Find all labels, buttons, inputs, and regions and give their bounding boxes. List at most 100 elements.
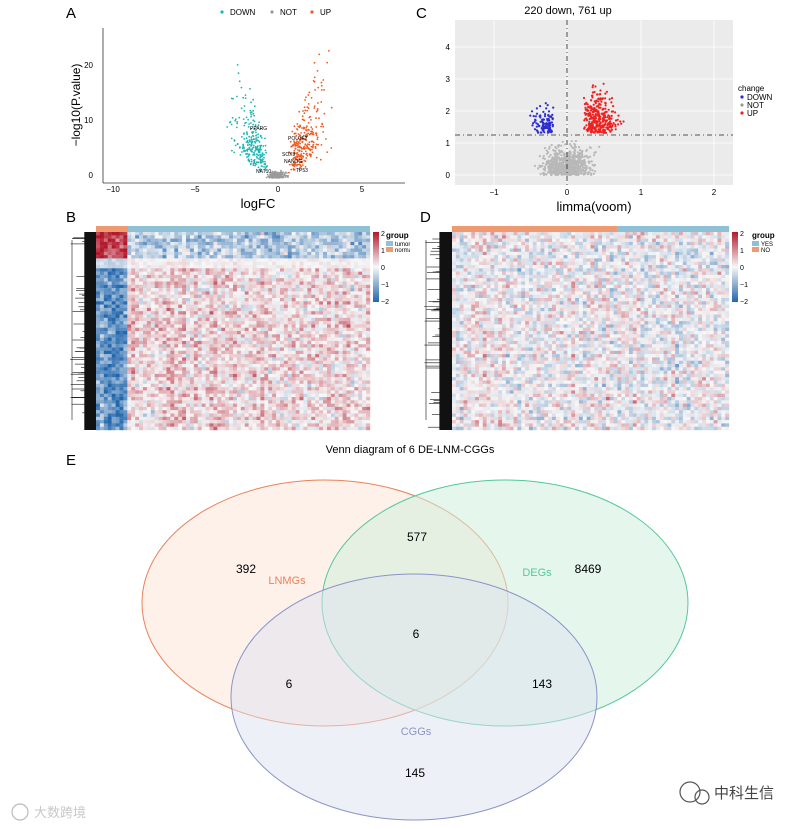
volcano-point [241,136,243,138]
volcano-point [311,145,314,148]
heatmap-cell [346,321,351,325]
heatmap-cell [174,274,179,279]
heatmap-cell [201,284,206,289]
heatmap-cell [291,235,296,239]
heatmap-cell [346,255,351,259]
heatmap-cell [311,311,316,315]
heatmap-cell [299,367,304,371]
heatmap-cell [150,364,155,368]
heatmap-cell [244,373,249,378]
heatmap-cell [131,238,136,243]
heatmap-cell [158,340,163,345]
heatmap-cell [229,311,234,315]
heatmap-cell [307,354,312,358]
heatmap-cell [166,347,171,351]
heatmap-cell [330,367,335,371]
heatmap-cell [319,324,324,328]
volcano-point [246,152,249,155]
heatmap-cell [225,357,230,361]
volcano-point [236,95,238,98]
c-y-tick-0: 0 [446,171,451,180]
limma-point [601,113,604,116]
heatmap-cell [272,360,277,365]
heatmap-cell [354,314,359,318]
heatmap-cell [276,238,281,243]
volcano-point [252,138,255,140]
heatmap-cell [135,314,140,318]
limma-point [616,118,619,121]
heatmap-cell [264,337,269,342]
heatmap-cell [334,274,339,279]
heatmap-cell [178,245,183,249]
heatmap-cell [366,261,371,266]
heatmap-cell [283,317,288,322]
heatmap-cell [131,298,136,302]
limma-point [589,109,593,112]
heatmap-cell [217,248,222,252]
limma-point [570,140,573,143]
heatmap-cell [260,281,265,285]
heatmap-cell [174,321,179,325]
heatmap-cell [99,354,105,358]
heatmap-cell [323,307,328,312]
heatmap-cell [131,373,136,378]
heatmap-cell [170,347,175,351]
heatmap-cell [225,370,230,375]
heatmap-cell [162,347,167,351]
heatmap-cell [115,307,120,312]
heatmap-cell [295,284,300,289]
heatmap-cell [186,288,191,292]
volcano-point [299,161,302,163]
limma-point [612,105,615,108]
limma-point [599,93,602,96]
heatmap-cell [111,314,116,318]
heatmap-cell [217,331,222,335]
volcano-point [255,163,257,166]
heatmap-cell [182,232,187,236]
heatmap-cell [350,238,355,243]
heatmap-cell [307,373,312,378]
heatmap-cell [236,265,242,269]
heatmap-cell [279,258,285,262]
volcano-point [313,61,316,64]
heatmap-cell [276,367,281,371]
heatmap-cell [315,248,320,252]
heatmap-cell [264,370,269,375]
heatmap-cell [193,370,198,375]
heatmap-cell [311,357,316,361]
heatmap-cell [279,370,285,375]
volcano-point [313,80,316,83]
limma-point [583,127,586,130]
heatmap-cell [213,350,218,355]
heatmap-cell [307,245,312,249]
heatmap-cell [107,251,112,256]
heatmap-cell [189,271,195,276]
heatmap-cell [139,281,144,285]
heatmap-cell [276,364,281,368]
heatmap-cell [244,235,249,239]
heatmap-cell [240,364,245,368]
heatmap-cell [205,354,210,358]
heatmap-cell [334,331,339,335]
limma-point [574,144,577,147]
heatmap-cell [135,367,140,371]
heatmap-cell [229,301,234,305]
heatmap-cell [244,311,249,315]
heatmap-cell [299,370,304,375]
heatmap-cell [240,294,245,299]
heatmap-cell [131,314,136,318]
heatmap-cell [166,331,171,335]
heatmap-cell [350,311,355,315]
heatmap-cell [338,317,343,322]
heatmap-cell [107,340,112,345]
heatmap-cell [193,347,198,351]
heatmap-cell [362,265,367,269]
heatmap-cell [299,304,304,309]
heatmap-cell [209,354,214,358]
heatmap-cell [123,258,128,262]
heatmap-cell [358,304,363,309]
heatmap-cell [209,232,214,236]
heatmap-cell [103,258,108,262]
heatmap-cell [107,238,112,243]
heatmap-cell [248,288,253,292]
